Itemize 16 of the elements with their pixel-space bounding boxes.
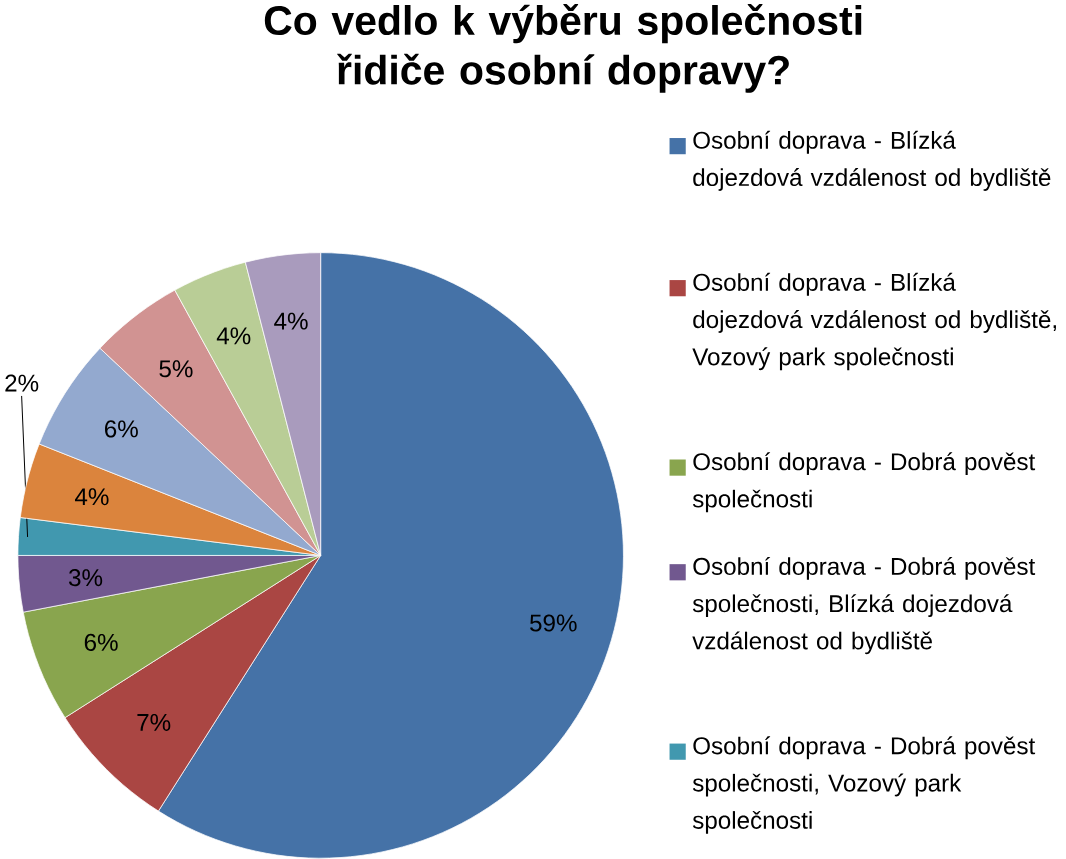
chart-title: Co vedlo k výběru společnosti řidiče osobní dopravy? [264, 4, 862, 94]
legend-label: Osobní doprava - Dobrá pověst společnosti [692, 452, 1036, 513]
data-label: 4% [216, 327, 251, 345]
legend-label: Osobní doprava - Dobrá pověst společnosti, Blízká dojezdová vzdálenost od bydliště [692, 557, 1036, 655]
data-label: 5% [159, 360, 193, 378]
data-label: 4% [274, 312, 308, 330]
legend-label: Osobní doprava - Blízká dojezdová vzdálenost od bydliště [693, 131, 1051, 192]
data-label: 2% [5, 374, 39, 392]
data-label: 59% [530, 614, 577, 632]
legend-label: Osobní doprava - Blízká dojezdová vzdálenost od bydliště, Vozový park společnosti [692, 273, 1056, 371]
data-label: 6% [105, 420, 138, 438]
data-label: 4% [74, 488, 109, 506]
data-label: 3% [68, 569, 103, 587]
data-label: 7% [137, 714, 171, 732]
data-label: 6% [84, 634, 118, 652]
legend-label: Osobní doprava - Dobrá pověst společnosti, Vozový park společnosti [692, 736, 1036, 834]
